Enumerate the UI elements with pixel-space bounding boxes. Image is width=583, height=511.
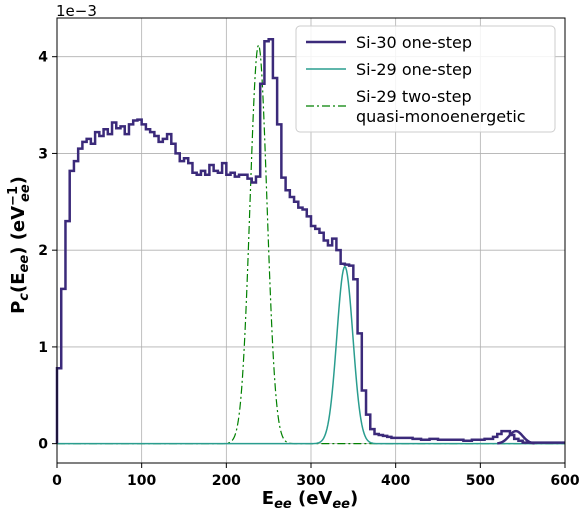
x-label-rest-sub: ee: [332, 497, 350, 511]
y-label-close: ): [8, 176, 29, 184]
y-label-exp-sub: ee: [18, 184, 33, 202]
y-axis-label: Pc(Eee) (eV−1ee): [6, 176, 33, 314]
y-tick-label: 3: [38, 146, 48, 162]
legend: Si-30 one-step Si-29 one-step Si-29 two-…: [295, 25, 556, 133]
y-tick-label: 4: [38, 50, 48, 66]
series-line-0: [55, 38, 565, 444]
x-axis-label: Eee (eVee): [262, 488, 358, 511]
x-tick-label: 200: [212, 473, 241, 489]
y-label-open-sub: ee: [17, 255, 32, 273]
legend-label-si29: Si-29 one-step: [356, 60, 472, 79]
x-tick-label: 0: [52, 473, 62, 489]
offset-text: 1e−3: [56, 2, 97, 20]
x-tick-label: 500: [466, 473, 495, 489]
secondary-peak-line: [497, 429, 535, 445]
x-tick-label: 400: [381, 473, 410, 489]
y-label-exp-sup: −1: [6, 186, 21, 206]
x-ticks: 0 100 200 300 400 500 600: [52, 463, 580, 489]
x-tick-label: 100: [127, 473, 156, 489]
y-tick-label: 2: [38, 243, 48, 259]
series-layer: [55, 38, 565, 445]
legend-label-si30: Si-30 one-step: [356, 33, 472, 52]
x-tick-label: 300: [296, 473, 325, 489]
legend-label-si29-two-step-line1: Si-29 two-step: [356, 87, 472, 106]
y-tick-label: 0: [38, 437, 48, 453]
y-ticks: 0 1 2 3 4: [38, 50, 57, 453]
x-label-rest: (eV: [292, 488, 333, 509]
y-label-main: P: [8, 301, 29, 314]
y-label-open: (E: [8, 272, 29, 293]
legend-label-si29-two-step-line2: quasi-monoenergetic: [356, 107, 526, 126]
y-label-mid: ) (eV: [8, 206, 29, 255]
y-tick-label: 1: [38, 340, 48, 356]
x-tick-label: 600: [550, 473, 579, 489]
y-label-sub: c: [17, 293, 32, 301]
x-label-close: ): [350, 488, 358, 509]
series-line-1: [57, 265, 565, 445]
legend-box: [295, 25, 556, 133]
x-label-sub: ee: [274, 497, 292, 511]
x-label-main: E: [262, 488, 274, 509]
